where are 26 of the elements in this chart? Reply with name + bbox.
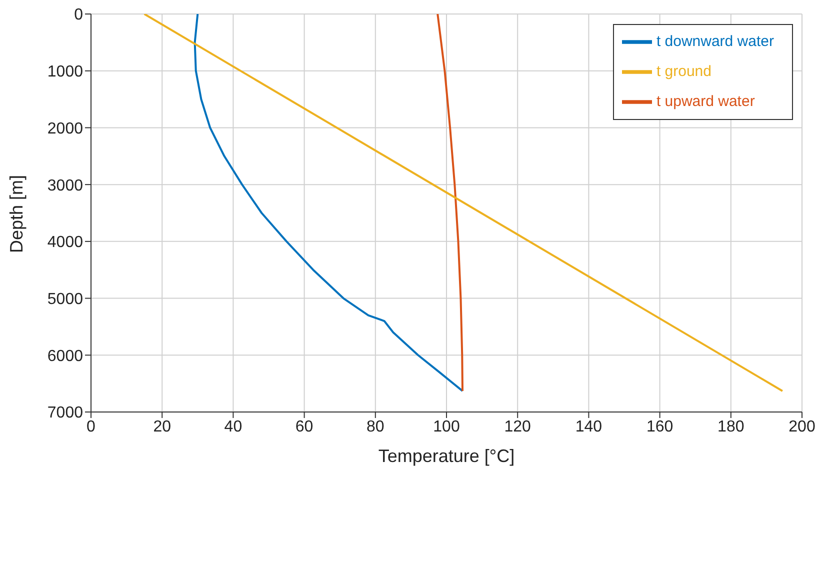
line-series xyxy=(436,14,464,392)
x-tick-label: 140 xyxy=(575,418,602,436)
legend-label: t upward water xyxy=(656,92,755,110)
y-tick-label: 0 xyxy=(74,6,84,24)
x-tick-label: 0 xyxy=(86,418,96,436)
x-tick-label: 160 xyxy=(646,418,674,436)
y-axis-title: Depth [m] xyxy=(6,174,26,253)
x-tick-label: 120 xyxy=(504,418,532,436)
y-tick-label: 6000 xyxy=(47,348,84,365)
line-series xyxy=(194,14,464,392)
legend-label: t downward water xyxy=(656,32,774,50)
x-tick-label: 80 xyxy=(366,418,384,436)
x-tick-label: 20 xyxy=(153,418,172,436)
legend-label: t ground xyxy=(656,62,712,80)
y-tick-label: 1000 xyxy=(47,64,84,81)
x-tick-label: 60 xyxy=(295,418,314,436)
x-axis-title: Temperature [°C] xyxy=(378,446,515,466)
x-tick-label: 200 xyxy=(788,418,816,436)
x-tick-label: 180 xyxy=(718,418,744,436)
x-tick-label: 40 xyxy=(224,418,242,436)
y-tick-label: 7000 xyxy=(47,404,84,422)
y-tick-label: 4000 xyxy=(47,234,84,252)
y-tick-label: 2000 xyxy=(47,120,84,138)
y-tick-label: 3000 xyxy=(47,177,84,194)
x-tick-label: 100 xyxy=(433,418,460,436)
y-tick-label: 5000 xyxy=(47,290,84,308)
